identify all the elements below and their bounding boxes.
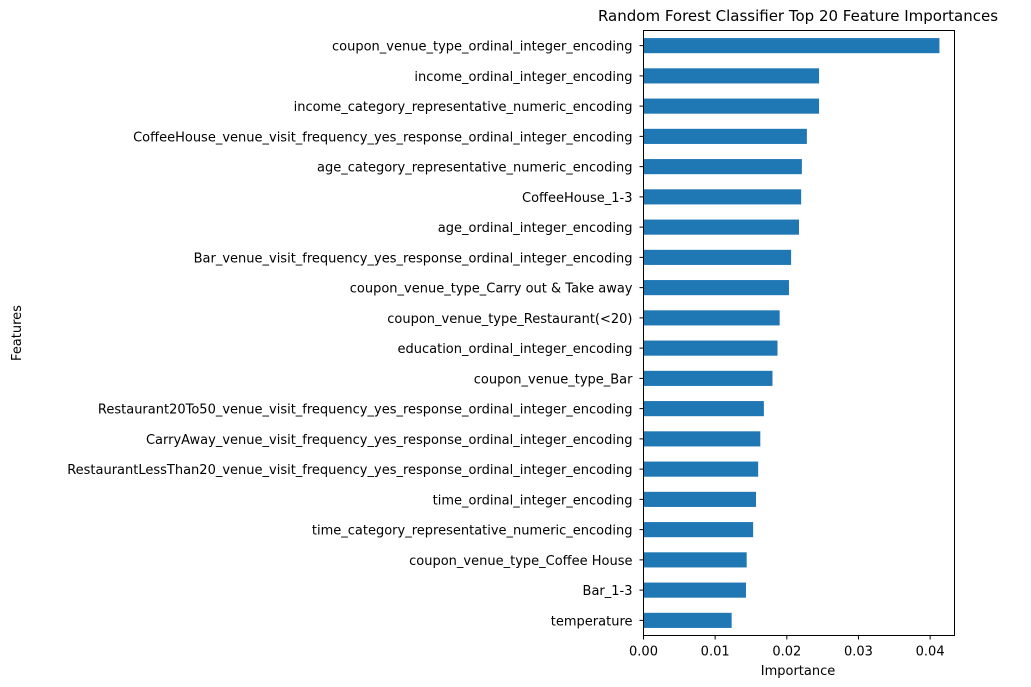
x-axis-ticks: 0.00 0.01 0.02 0.03 0.04 xyxy=(629,635,945,660)
bar xyxy=(643,522,754,538)
bar xyxy=(643,38,940,54)
y-tick-label: temperature xyxy=(551,614,633,629)
y-tick-label: coupon_venue_type_ordinal_integer_encodi… xyxy=(332,40,632,55)
bar xyxy=(643,431,761,447)
y-tick-label: CarryAway_venue_visit_frequency_yes_resp… xyxy=(146,433,633,448)
y-tick-label: RestaurantLessThan20_venue_visit_frequen… xyxy=(67,463,632,478)
x-tick-label: 0.00 xyxy=(629,645,658,660)
x-tick-label: 0.03 xyxy=(844,645,873,660)
y-axis-label: Features xyxy=(10,305,25,361)
bar xyxy=(643,552,747,568)
bar xyxy=(643,189,802,205)
bar xyxy=(643,159,802,175)
y-tick-label: coupon_venue_type_Bar xyxy=(474,372,633,387)
x-tick-label: 0.02 xyxy=(772,645,801,660)
bar xyxy=(643,461,759,477)
y-tick-label: coupon_venue_type_Carry out & Take away xyxy=(350,282,633,297)
y-axis-ticks: coupon_venue_type_ordinal_integer_encodi… xyxy=(67,40,644,629)
bar xyxy=(643,249,792,265)
bar xyxy=(643,340,778,356)
bar xyxy=(643,370,773,386)
bar xyxy=(643,582,746,598)
y-tick-label: CoffeeHouse_1-3 xyxy=(522,191,632,206)
chart-title: Random Forest Classifier Top 20 Feature … xyxy=(598,7,998,25)
x-tick-label: 0.01 xyxy=(701,645,730,660)
y-tick-label: CoffeeHouse_venue_visit_frequency_yes_re… xyxy=(133,130,632,145)
bar xyxy=(643,98,820,114)
y-tick-label: age_category_representative_numeric_enco… xyxy=(317,161,632,176)
y-tick-label: Restaurant20To50_venue_visit_frequency_y… xyxy=(98,403,633,418)
y-tick-label: education_ordinal_integer_encoding xyxy=(398,342,633,357)
bar xyxy=(643,128,807,144)
bar xyxy=(643,612,732,628)
x-axis-label: Importance xyxy=(761,664,836,679)
y-tick-label: Bar_venue_visit_frequency_yes_response_o… xyxy=(194,251,633,266)
x-tick-label: 0.04 xyxy=(916,645,945,660)
y-tick-label: age_ordinal_integer_encoding xyxy=(438,221,633,236)
bars-group xyxy=(643,38,940,628)
bar xyxy=(643,68,820,84)
y-tick-label: income_category_representative_numeric_e… xyxy=(294,100,633,115)
y-tick-label: time_category_representative_numeric_enc… xyxy=(312,524,633,539)
bar xyxy=(643,219,799,235)
plot-frame xyxy=(643,30,955,636)
bar xyxy=(643,491,757,507)
bar xyxy=(643,310,780,326)
bar xyxy=(643,401,764,417)
y-tick-label: Bar_1-3 xyxy=(583,584,633,599)
y-tick-label: income_ordinal_integer_encoding xyxy=(414,70,632,85)
bar xyxy=(643,280,789,296)
y-tick-label: coupon_venue_type_Coffee House xyxy=(409,554,632,569)
y-tick-label: coupon_venue_type_Restaurant(<20) xyxy=(387,312,632,327)
y-tick-label: time_ordinal_integer_encoding xyxy=(433,493,633,508)
